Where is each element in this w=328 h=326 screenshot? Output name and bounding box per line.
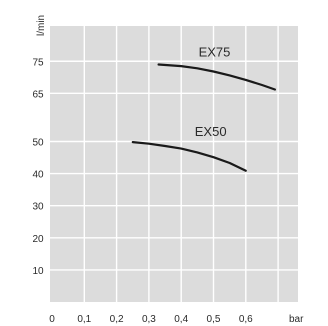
y-tick-label: 50 — [32, 138, 44, 149]
x-tick-label: 0,2 — [110, 314, 124, 325]
x-tick-label: 0,6 — [239, 314, 253, 325]
y-tick-label: 65 — [32, 89, 44, 100]
series-line-ex50 — [131, 141, 247, 172]
series: EX75 EX50 — [131, 44, 276, 172]
x-axis-unit: bar — [289, 314, 304, 325]
series-label-ex75: EX75 — [199, 44, 231, 59]
y-tick-label: 75 — [32, 57, 44, 68]
x-tick-label: 0,3 — [142, 314, 156, 325]
y-axis-unit: l/min — [36, 15, 47, 36]
y-axis-ticks: 10 20 30 40 50 65 75 — [32, 57, 44, 277]
x-tick-label: 0,5 — [207, 314, 221, 325]
y-tick-label: 40 — [32, 170, 44, 181]
series-line-ex75 — [157, 63, 276, 91]
x-axis-ticks: 0 0,1 0,2 0,3 0,4 0,5 0,6 — [49, 314, 253, 325]
y-tick-label: 30 — [32, 202, 44, 213]
y-tick-label: 20 — [32, 234, 44, 245]
series-label-ex50: EX50 — [195, 124, 227, 139]
y-tick-label: 10 — [32, 266, 44, 277]
x-tick-label: 0,4 — [174, 314, 188, 325]
grid — [50, 26, 298, 302]
plot-area — [50, 26, 298, 302]
x-tick-label: 0,1 — [77, 314, 91, 325]
x-tick-label: 0 — [49, 314, 55, 325]
